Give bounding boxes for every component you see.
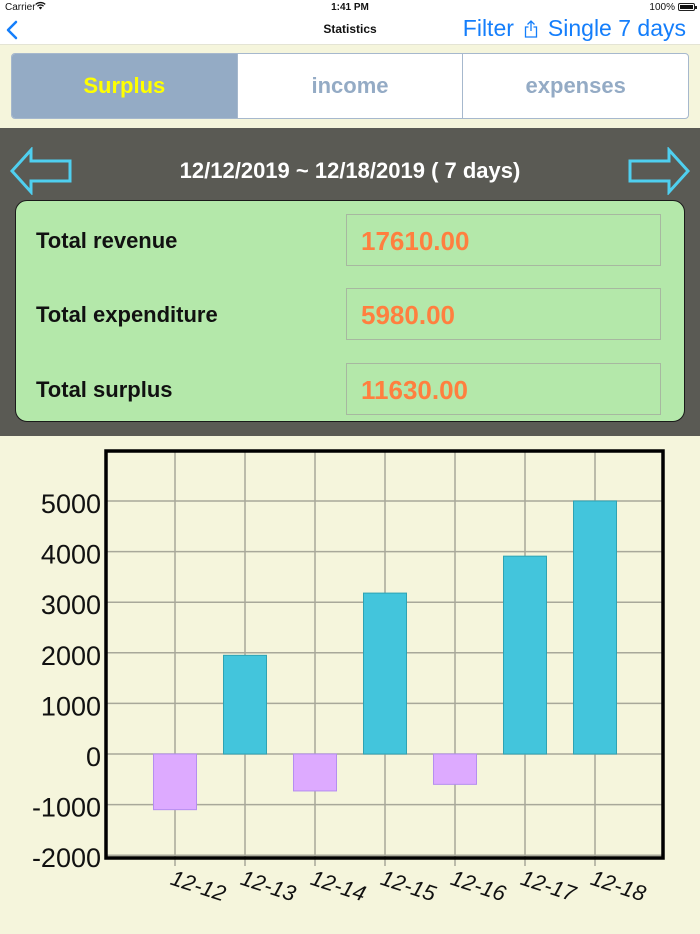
y-tick-label: 5000 <box>41 489 101 519</box>
bar-12-17 <box>503 555 547 755</box>
totals-card: Total revenue 17610.00 Total expenditure… <box>15 200 685 422</box>
carrier-label: Carrier <box>5 2 36 13</box>
wifi-icon <box>35 1 46 13</box>
chart-frame <box>104 449 665 860</box>
x-tick-label: 12-17 <box>518 865 580 906</box>
total-surplus-row: Total surplus 11630.00 <box>16 363 684 415</box>
date-range-label: 12/12/2019 ~ 12/18/2019 ( 7 days) <box>179 158 521 183</box>
y-tick-label: 0 <box>86 742 101 772</box>
tab-income[interactable]: income <box>236 54 463 118</box>
back-button[interactable] <box>6 16 18 46</box>
y-tick-label: 1000 <box>41 691 101 721</box>
x-tick-label: 12-13 <box>238 865 300 906</box>
total-surplus-value: 11630.00 <box>346 363 661 415</box>
x-tick-label: 12-14 <box>308 865 369 906</box>
total-revenue-row: Total revenue 17610.00 <box>16 214 684 266</box>
y-tick-label: 4000 <box>41 540 101 570</box>
chevron-left-icon <box>6 20 18 40</box>
next-period-button[interactable] <box>627 146 691 196</box>
y-tick-label: -2000 <box>32 843 101 873</box>
filter-button[interactable]: Filter <box>462 15 514 41</box>
y-tick-label: 3000 <box>41 590 101 620</box>
battery-icon <box>678 3 697 11</box>
segmented-control: Surplus income expenses <box>11 53 689 119</box>
y-tick-label: 2000 <box>41 641 101 671</box>
tab-surplus[interactable]: Surplus <box>12 54 237 118</box>
x-tick-label: 12-12 <box>168 865 229 906</box>
battery-percentage: 100% <box>649 2 675 13</box>
total-expenditure-row: Total expenditure 5980.00 <box>16 288 684 340</box>
total-expenditure-value: 5980.00 <box>346 288 661 340</box>
period-panel: 12/12/2019 ~ 12/18/2019 ( 7 days) Total … <box>0 128 700 436</box>
arrow-left-icon <box>9 146 72 196</box>
y-tick-label: -1000 <box>32 793 101 823</box>
bar-12-16 <box>433 753 477 785</box>
tab-expenses[interactable]: expenses <box>462 54 688 118</box>
x-tick-label: 12-15 <box>378 865 440 906</box>
bar-12-12 <box>153 753 197 811</box>
bar-12-18 <box>573 500 617 755</box>
x-tick-label: 12-18 <box>588 865 650 906</box>
navigation-bar: Statistics Filter Single 7 days <box>0 14 700 45</box>
bar-12-13 <box>223 654 267 755</box>
total-surplus-label: Total surplus <box>36 377 173 402</box>
total-revenue-value: 17610.00 <box>346 214 661 266</box>
bar-12-15 <box>363 592 407 755</box>
surplus-bar-chart: 5000 4000 3000 2000 1000 0 -1000 -2000 12-12 12-1… <box>0 436 700 934</box>
status-bar: Carrier 1:41 PM 100% <box>0 0 700 14</box>
share-icon <box>524 19 538 38</box>
period-selector-button[interactable]: Single 7 days <box>547 15 686 41</box>
total-revenue-label: Total revenue <box>36 228 178 253</box>
previous-period-button[interactable] <box>9 146 73 196</box>
share-button[interactable] <box>524 19 538 38</box>
arrow-right-icon <box>628 146 691 196</box>
x-tick-label: 12-16 <box>448 865 510 906</box>
clock: 1:41 PM <box>331 2 369 13</box>
total-expenditure-label: Total expenditure <box>36 302 218 327</box>
bar-12-14 <box>293 753 337 792</box>
